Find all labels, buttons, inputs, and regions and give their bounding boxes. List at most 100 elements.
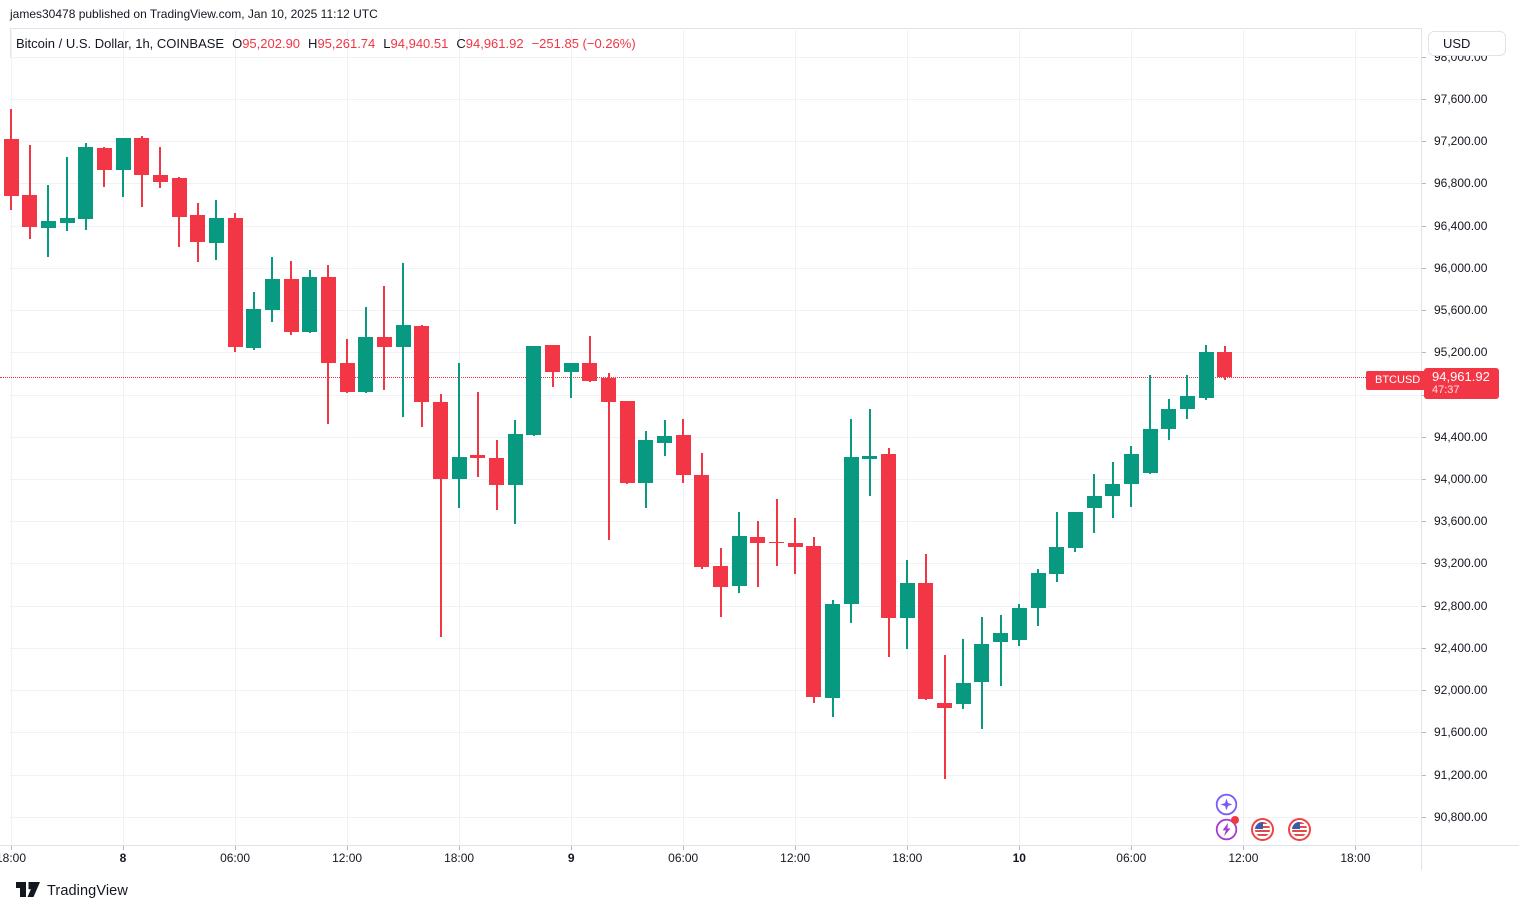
tradingview-logo-icon [16,879,40,902]
price-gridline [10,521,1421,523]
time-axis-tick [795,846,797,850]
time-axis-tick [11,846,12,850]
candle-wick [962,639,965,709]
price-gridline [10,225,1421,227]
time-axis-tick [459,846,461,850]
candle-body [937,702,953,708]
time-axis-label: 12:00 [1228,851,1259,865]
candle-body [638,440,654,484]
footer: TradingView [0,871,1519,906]
candle-body [190,215,206,243]
price-axis-label: 94,000.00 [1434,471,1488,486]
time-axis-tick [235,846,237,850]
us-economic-event-marker[interactable] [1288,818,1311,841]
candle-body [134,138,150,175]
ohlc-open: O95,202.90 [232,36,301,51]
candle-wick [756,521,759,588]
candle-wick [159,147,162,189]
notification-dot [1231,816,1239,824]
candle-body [1105,484,1121,497]
candle-body [339,363,355,393]
candle-body [563,363,579,373]
time-axis-label: 06:00 [220,851,251,865]
price-axis-tick [1421,394,1426,396]
candle-body [862,456,878,459]
ohlc-high: H95,261.74 [308,36,376,51]
candle-body [1198,352,1214,399]
ohlc-close: C94,961.92 [456,36,524,51]
price-axis-tick [1421,521,1426,523]
candle-body [470,455,486,459]
time-axis-tick [1243,846,1245,850]
attribution-bar: james30478 published on TradingView.com,… [10,7,378,21]
time-gridline [347,28,349,845]
price-gridline [10,647,1421,649]
price-axis-label: 93,600.00 [1434,514,1488,529]
price-axis-label: 96,000.00 [1434,260,1488,275]
price-gridline [10,99,1421,100]
last-price-value: 94,961.92 [1432,369,1490,384]
candle-body [246,309,262,349]
time-axis-label: 18:00 [1340,851,1371,865]
candle-wick [607,373,610,541]
time-axis-label: 12:00 [332,851,363,865]
candle-body [1142,429,1158,474]
us-economic-event-marker[interactable] [1251,818,1274,841]
candle-body [1011,608,1027,641]
price-axis[interactable]: USD 94,961.92 47:37 98,000.00 97,600.00 97… [1421,0,1519,870]
time-axis[interactable]: 18:00 8 06:00 12:00 18:00 9 06:00 12:00 18:00 10 0… [0,845,1421,870]
lightning-event-marker[interactable] [1215,816,1239,841]
candle-body [1123,454,1139,485]
chart-pane[interactable]: Bitcoin / U.S. Dollar, 1h, COINBASE O95,… [0,0,1421,845]
price-gridline [10,267,1421,269]
price-axis-tick [1421,267,1426,269]
candle-body [489,458,504,486]
candle-body [1067,512,1083,549]
price-axis-tick [1421,690,1426,691]
candle-body [1086,496,1102,509]
candle-body [806,546,822,698]
candle-wick [28,145,31,240]
price-axis-tick [1421,732,1426,734]
candle-wick [439,394,442,638]
price-axis-tick [1421,141,1426,143]
time-axis-divider [0,845,1519,846]
sparkle-event-marker[interactable] [1215,793,1238,816]
price-axis-label: 91,200.00 [1434,767,1488,782]
candle-wick [775,499,778,567]
candle-body [657,436,672,444]
bar-countdown: 47:37 [1432,384,1460,396]
candle-wick [999,615,1002,687]
chart-top-border [10,28,1509,29]
time-gridline [1131,28,1133,845]
time-axis-label: 06:00 [668,851,699,865]
price-axis-tick [1421,56,1426,58]
price-axis-tick [1421,647,1426,649]
candle-body [545,345,560,373]
time-axis-label: 12:00 [780,851,811,865]
time-axis-tick [1131,846,1133,850]
candle-body [619,401,635,484]
time-axis-tick [347,846,349,850]
price-gridline [10,816,1421,818]
candle-body [376,337,392,348]
tradingview-logo[interactable]: TradingView [16,879,128,902]
candle-body [152,175,168,183]
price-gridline [10,436,1421,438]
currency-toggle-button[interactable]: USD [1428,31,1506,56]
candle-body [713,566,728,588]
candle-wick [1149,375,1151,475]
time-axis-label: 06:00 [1116,851,1147,865]
time-axis-tick [123,846,124,850]
time-axis-tick [683,846,685,850]
price-axis-tick [1421,225,1426,227]
price-axis-tick [1421,352,1426,354]
candle-body [526,346,542,436]
price-axis-tick [1421,605,1426,607]
candle-wick [458,363,461,509]
price-gridline [10,352,1421,354]
candle-body [59,218,75,224]
symbol-title[interactable]: Bitcoin / U.S. Dollar, 1h, COINBASE [16,36,225,51]
symbol-price-flag: BTCUSD [1366,371,1430,390]
price-axis-tick [1421,183,1426,185]
